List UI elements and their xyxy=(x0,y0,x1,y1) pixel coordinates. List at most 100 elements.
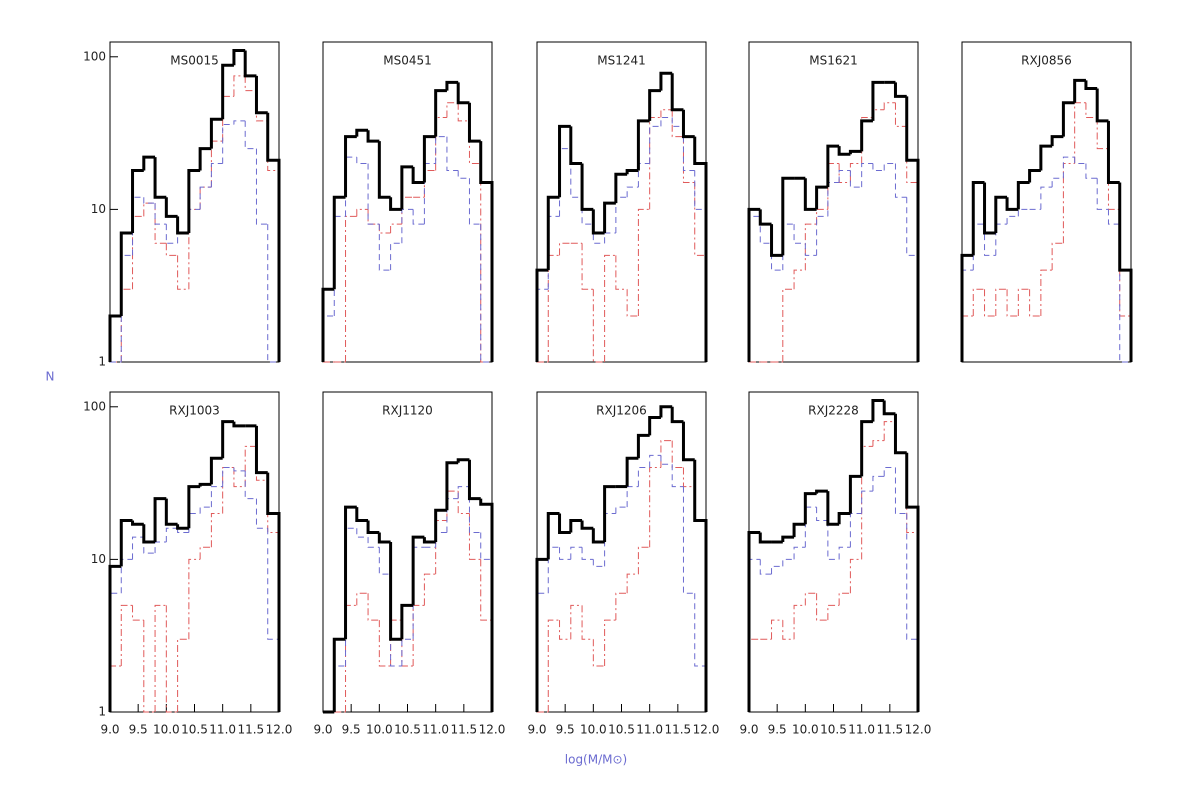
histogram-step xyxy=(143,197,156,204)
histogram-step xyxy=(626,486,639,508)
histogram-step xyxy=(1119,209,1132,362)
histogram-step xyxy=(682,486,695,594)
histogram-step xyxy=(893,413,907,455)
panel: MS0451 xyxy=(321,41,494,363)
plot-frame xyxy=(748,391,919,713)
histogram-step xyxy=(333,665,346,712)
histogram-step xyxy=(682,126,695,171)
histogram-step xyxy=(120,288,133,362)
histogram-step xyxy=(1119,224,1131,363)
histogram-step xyxy=(581,243,594,290)
histogram-step xyxy=(793,269,806,290)
histogram-step xyxy=(861,162,873,188)
histogram-step xyxy=(906,197,919,362)
histogram-step xyxy=(401,620,414,667)
x-tick-label: 11.0 xyxy=(209,723,236,737)
histogram-step xyxy=(559,148,571,217)
x-tick-label: 11.0 xyxy=(636,723,663,737)
histogram-step xyxy=(422,537,436,544)
histogram-step xyxy=(626,573,639,594)
histogram-step xyxy=(132,536,144,560)
histogram-step xyxy=(649,117,661,210)
histogram-step xyxy=(826,144,840,188)
histogram-step xyxy=(423,169,436,198)
x-tick-label: 11.5 xyxy=(450,723,477,737)
histogram-step xyxy=(649,467,661,548)
histogram-step xyxy=(559,620,571,640)
histogram-step xyxy=(255,446,268,481)
histogram-step xyxy=(615,506,628,514)
histogram-step xyxy=(838,592,851,606)
histogram-step xyxy=(468,513,481,560)
histogram-step xyxy=(222,467,234,514)
histogram-step xyxy=(671,109,684,138)
histogram-step xyxy=(468,178,481,225)
histogram-step xyxy=(581,197,594,225)
histogram-step xyxy=(558,124,571,198)
histogram-step xyxy=(367,209,380,225)
x-tick-label: 12.0 xyxy=(266,723,293,737)
x-tick-label: 11.0 xyxy=(848,723,875,737)
histogram-step xyxy=(872,475,885,492)
histogram-step xyxy=(995,223,1008,256)
plot-frame xyxy=(748,41,919,363)
histogram-step xyxy=(412,209,425,225)
histogram-step xyxy=(321,287,335,362)
histogram-step xyxy=(1096,178,1109,210)
histogram-step xyxy=(332,195,346,290)
histogram-step xyxy=(457,170,470,179)
histogram-step xyxy=(108,314,122,362)
histogram-step xyxy=(108,564,122,712)
y-tick-label: 100 xyxy=(83,49,106,63)
histogram-step xyxy=(759,559,772,575)
histogram-step xyxy=(793,604,806,640)
histogram-step xyxy=(154,541,167,554)
histogram-step xyxy=(604,512,616,567)
histogram-step xyxy=(1074,102,1086,164)
histogram-step xyxy=(356,208,369,217)
histogram-step xyxy=(603,201,616,234)
histogram-step xyxy=(883,162,896,171)
histogram-step xyxy=(894,102,907,127)
histogram-step xyxy=(972,288,985,317)
histogram-step xyxy=(906,126,919,362)
histogram-step xyxy=(591,528,605,544)
histogram-step xyxy=(199,546,212,560)
x-axis-label: log(M/M⊙) xyxy=(565,753,627,767)
histogram-step xyxy=(198,482,212,487)
histogram-step xyxy=(143,537,156,554)
histogram-step xyxy=(984,224,996,256)
histogram-step xyxy=(770,224,783,257)
histogram-step xyxy=(559,242,571,256)
panel: RXJ2228 9.0 9.5 10.0 10.5 11.0 11.5 12.0 xyxy=(739,391,931,737)
y-tick-label: 1 xyxy=(98,355,106,369)
histogram-step xyxy=(547,546,560,594)
histogram-step xyxy=(119,231,133,317)
histogram-step xyxy=(188,512,201,533)
histogram-step xyxy=(604,254,616,362)
histogram-step xyxy=(435,117,447,171)
histogram-step xyxy=(861,445,873,560)
histogram-step xyxy=(816,507,828,521)
histogram-step xyxy=(1062,156,1075,179)
histogram-step xyxy=(267,120,280,362)
histogram-step xyxy=(468,120,481,164)
histogram-step xyxy=(637,162,650,188)
histogram-step xyxy=(423,573,436,606)
plot-frame xyxy=(961,41,1132,363)
x-tick-label: 11.5 xyxy=(876,723,903,737)
histogram-step xyxy=(1016,181,1030,210)
histogram-step xyxy=(782,620,795,640)
histogram-step xyxy=(165,605,178,713)
panel-title: MS1621 xyxy=(809,54,858,68)
histogram-step xyxy=(367,593,380,621)
histogram-step xyxy=(120,254,133,362)
histogram-step xyxy=(322,315,335,362)
panel: RXJ1206 9.0 9.5 10.0 10.5 11.0 11.5 12.0 xyxy=(527,391,719,737)
histogram-step xyxy=(781,176,795,256)
histogram-step xyxy=(827,604,840,621)
x-tick-label: 9.5 xyxy=(768,723,787,737)
histogram-step xyxy=(435,136,447,164)
histogram-step xyxy=(1073,78,1086,103)
histogram-step xyxy=(1118,182,1133,362)
